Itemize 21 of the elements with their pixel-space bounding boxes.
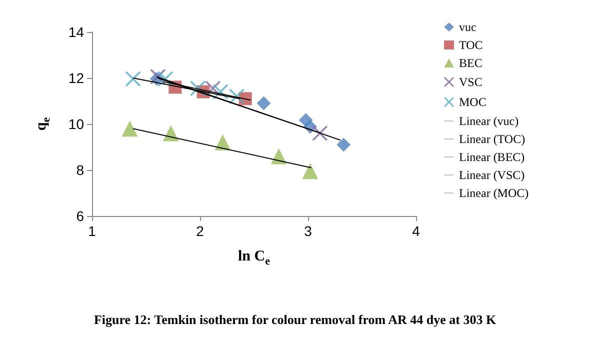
legend-label: vuc [459, 20, 476, 34]
y-tick-label: 12 [68, 70, 84, 86]
y-tick-label: 8 [76, 162, 84, 178]
x-tick-label: 4 [412, 223, 420, 239]
legend-label: Linear (VSC) [459, 168, 525, 182]
legend-label: BEC [459, 56, 482, 70]
legend-label: MOC [459, 95, 486, 109]
legend-label: Linear (MOC) [459, 186, 529, 200]
x-tick-label: 2 [196, 223, 204, 239]
legend-label: Linear (vuc) [459, 114, 519, 128]
caption: Figure 12: Temkin isotherm for colour removal from AR 44 dye at 303 K [94, 312, 497, 327]
y-tick-label: 10 [68, 116, 84, 132]
legend-label: Linear (BEC) [459, 150, 525, 164]
y-tick-label: 14 [68, 24, 84, 40]
legend-label: TOC [459, 38, 483, 52]
x-tick-label: 3 [304, 223, 312, 239]
legend-label: Linear (TOC) [459, 132, 526, 146]
x-tick-label: 1 [88, 223, 96, 239]
y-tick-label: 6 [76, 208, 84, 224]
legend-label: VSC [459, 75, 482, 89]
y-axis-title: qe [34, 117, 52, 131]
